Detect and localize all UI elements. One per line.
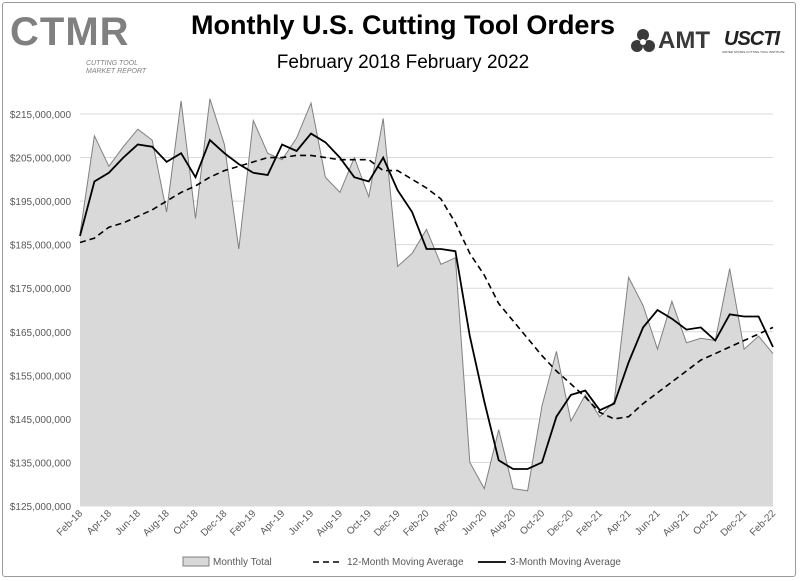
x-tick-label: Aug-18 — [141, 508, 172, 539]
x-tick-label: Jun-19 — [287, 508, 317, 538]
x-tick-label: Jun-18 — [113, 508, 143, 538]
y-tick-label: $175,000,000 — [10, 284, 72, 295]
x-tick-label: Oct-21 — [691, 508, 720, 537]
uscti-logo-word: USCTI — [724, 28, 780, 50]
x-tick-label: Oct-18 — [172, 508, 201, 537]
y-axis-tick-labels: $125,000,000 $135,000,000 $145,000,000 $155… — [10, 110, 72, 513]
x-tick-label: Feb-22 — [748, 508, 778, 538]
uscti-logo-tagline: UNITED STATES CUTTING TOOL INSTITUTE — [722, 50, 785, 54]
x-tick-label: Feb-21 — [575, 508, 605, 538]
x-tick-label: Oct-19 — [345, 508, 374, 537]
x-tick-label: Dec-21 — [719, 508, 750, 539]
moving-average-lines — [79, 132, 774, 470]
x-tick-label: Feb-19 — [228, 508, 258, 538]
y-tick-label: $195,000,000 — [10, 197, 72, 208]
x-tick-label: Apr-19 — [258, 508, 287, 537]
moving-average-12-line — [79, 154, 774, 420]
legend: Monthly Total 12-Month Moving Average 3-Mo… — [182, 556, 621, 568]
amt-logo: AMT — [630, 26, 726, 56]
x-tick-label: Jun-21 — [633, 508, 663, 538]
y-tick-label: $155,000,000 — [10, 371, 72, 382]
y-tick-label: $165,000,000 — [10, 328, 72, 339]
x-tick-label: Apr-20 — [431, 508, 460, 537]
legend-label-monthly-total: Monthly Total — [213, 557, 272, 568]
x-tick-label: Jun-20 — [460, 508, 490, 538]
moving-average-3-line — [79, 132, 774, 470]
ctmr-logo: CTMR CUTTING TOOL MARKET REPORT — [10, 10, 160, 80]
y-tick-label: $205,000,000 — [10, 154, 72, 165]
y-tick-label: $125,000,000 — [10, 502, 72, 513]
monthly-total-area-layer — [79, 98, 774, 507]
x-tick-label: Aug-20 — [488, 508, 519, 539]
x-tick-label: Feb-20 — [401, 508, 431, 538]
x-tick-label: Apr-18 — [85, 508, 114, 537]
legend-label-12-month: 12-Month Moving Average — [347, 557, 464, 568]
amt-logo-word: AMT — [658, 27, 710, 54]
chart-subtitle: February 2018 February 2022 — [276, 52, 530, 73]
legend-label-3-month: 3-Month Moving Average — [510, 557, 621, 568]
x-tick-label: Dec-18 — [199, 508, 230, 539]
chart-title: Monthly U.S. Cutting Tool Orders — [191, 10, 615, 40]
x-tick-label: Aug-19 — [314, 508, 345, 539]
y-tick-label: $215,000,000 — [10, 110, 72, 121]
uscti-logo: USCTI UNITED STATES CUTTING TOOL INSTITU… — [718, 28, 796, 62]
ctmr-logo-word: CTMR — [10, 10, 130, 54]
x-tick-label: Dec-20 — [545, 508, 576, 539]
y-tick-label: $135,000,000 — [10, 458, 72, 469]
x-tick-label: Oct-20 — [518, 508, 547, 537]
y-tick-label: $185,000,000 — [10, 241, 72, 252]
monthly-total-line — [79, 98, 774, 492]
x-tick-label: Dec-19 — [372, 508, 403, 539]
ctmr-logo-tagline: CUTTING TOOL MARKET REPORT — [86, 60, 147, 75]
y-tick-label: $145,000,000 — [10, 415, 72, 426]
x-tick-label: Aug-21 — [661, 508, 692, 539]
legend-swatch-monthly-total — [182, 556, 210, 567]
x-tick-label: Apr-21 — [605, 508, 634, 537]
amt-emblem-icon — [631, 29, 655, 52]
monthly-total-area — [80, 98, 773, 507]
